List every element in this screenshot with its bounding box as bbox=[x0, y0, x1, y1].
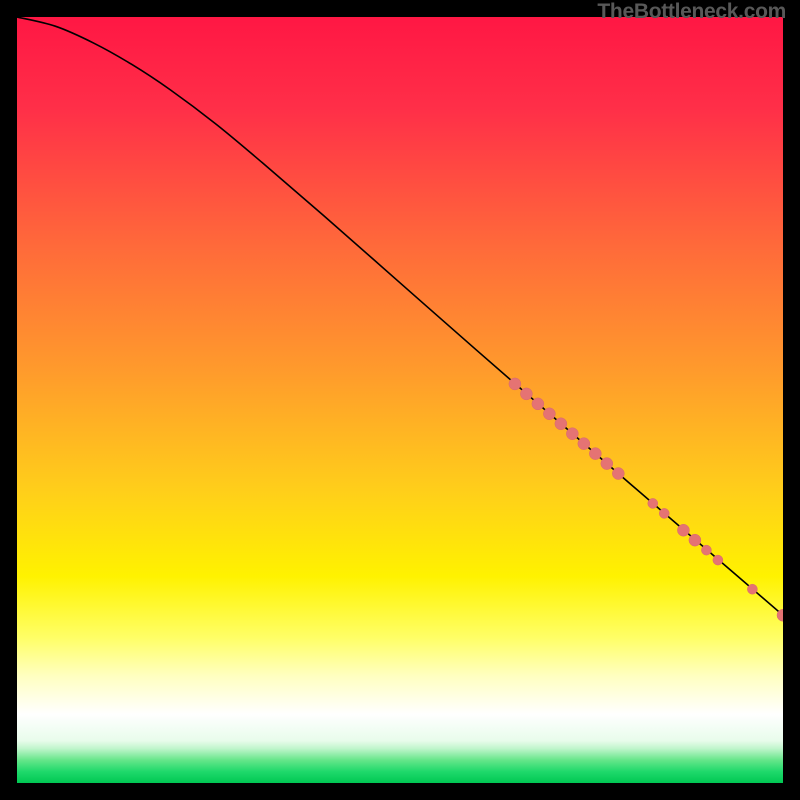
scatter-point bbox=[520, 388, 532, 400]
scatter-point bbox=[747, 584, 757, 594]
scatter-point bbox=[601, 458, 613, 470]
scatter-point bbox=[689, 534, 701, 546]
scatter-point bbox=[509, 378, 521, 390]
gradient-background bbox=[17, 17, 783, 783]
scatter-point bbox=[532, 398, 544, 410]
scatter-point bbox=[555, 418, 567, 430]
scatter-point bbox=[713, 555, 723, 565]
scatter-point bbox=[543, 408, 555, 420]
scatter-point bbox=[659, 508, 669, 518]
scatter-point bbox=[566, 428, 578, 440]
chart-svg bbox=[17, 17, 783, 783]
scatter-point bbox=[701, 545, 711, 555]
scatter-point bbox=[578, 438, 590, 450]
chart-area bbox=[17, 17, 783, 783]
scatter-point bbox=[612, 468, 624, 480]
scatter-point bbox=[677, 524, 689, 536]
scatter-point bbox=[589, 448, 601, 460]
scatter-point bbox=[648, 498, 658, 508]
attribution-label: TheBottleneck.com bbox=[597, 0, 786, 24]
